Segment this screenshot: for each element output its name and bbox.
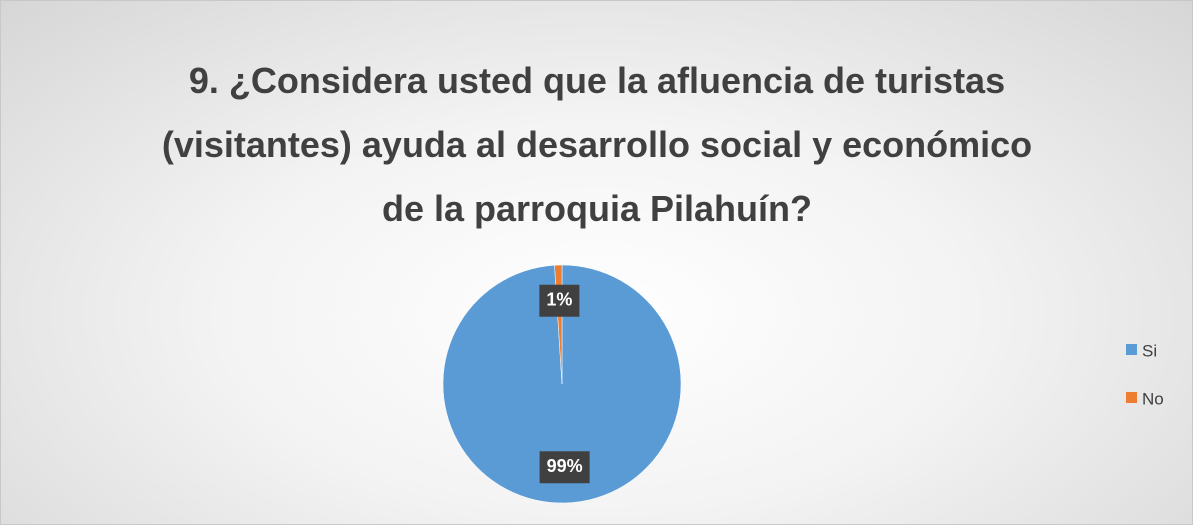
data-label-text: 99%: [547, 456, 583, 476]
data-label-text: 1%: [546, 289, 572, 309]
data-label-box: [539, 284, 580, 317]
legend-label: Si: [1142, 341, 1157, 360]
data-label: 1%: [539, 284, 580, 317]
data-label-box: [539, 451, 590, 484]
legend-label: No: [1142, 389, 1164, 408]
data-label: 99%: [539, 451, 590, 484]
chart-title: 9. ¿Considera usted que la afluencia de …: [161, 60, 1033, 229]
legend-swatch: [1126, 392, 1137, 403]
legend-swatch: [1126, 344, 1137, 355]
